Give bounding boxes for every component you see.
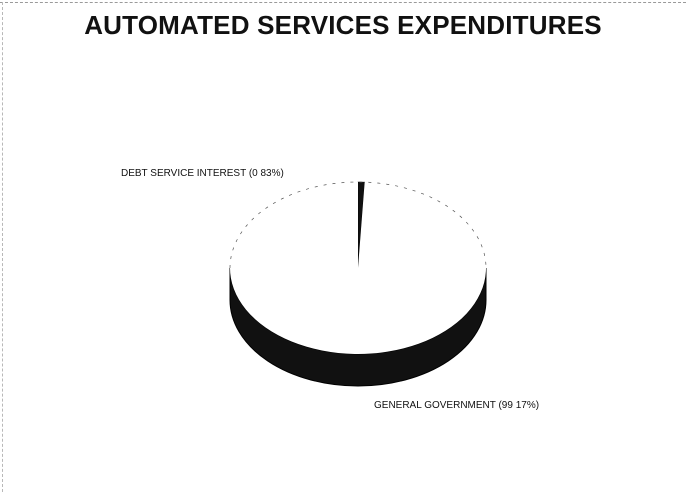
slice-label-general-government: GENERAL GOVERNMENT (99 17%) [374, 400, 539, 411]
pie-slice-general-government [230, 182, 487, 355]
pie-top-group [230, 181, 487, 355]
frame-top-border [0, 2, 686, 3]
slice-label-debt-service-interest: DEBT SERVICE INTEREST (0 83%) [121, 168, 284, 179]
chart-title: AUTOMATED SERVICES EXPENDITURES [84, 10, 602, 40]
frame-left-border [2, 2, 3, 492]
